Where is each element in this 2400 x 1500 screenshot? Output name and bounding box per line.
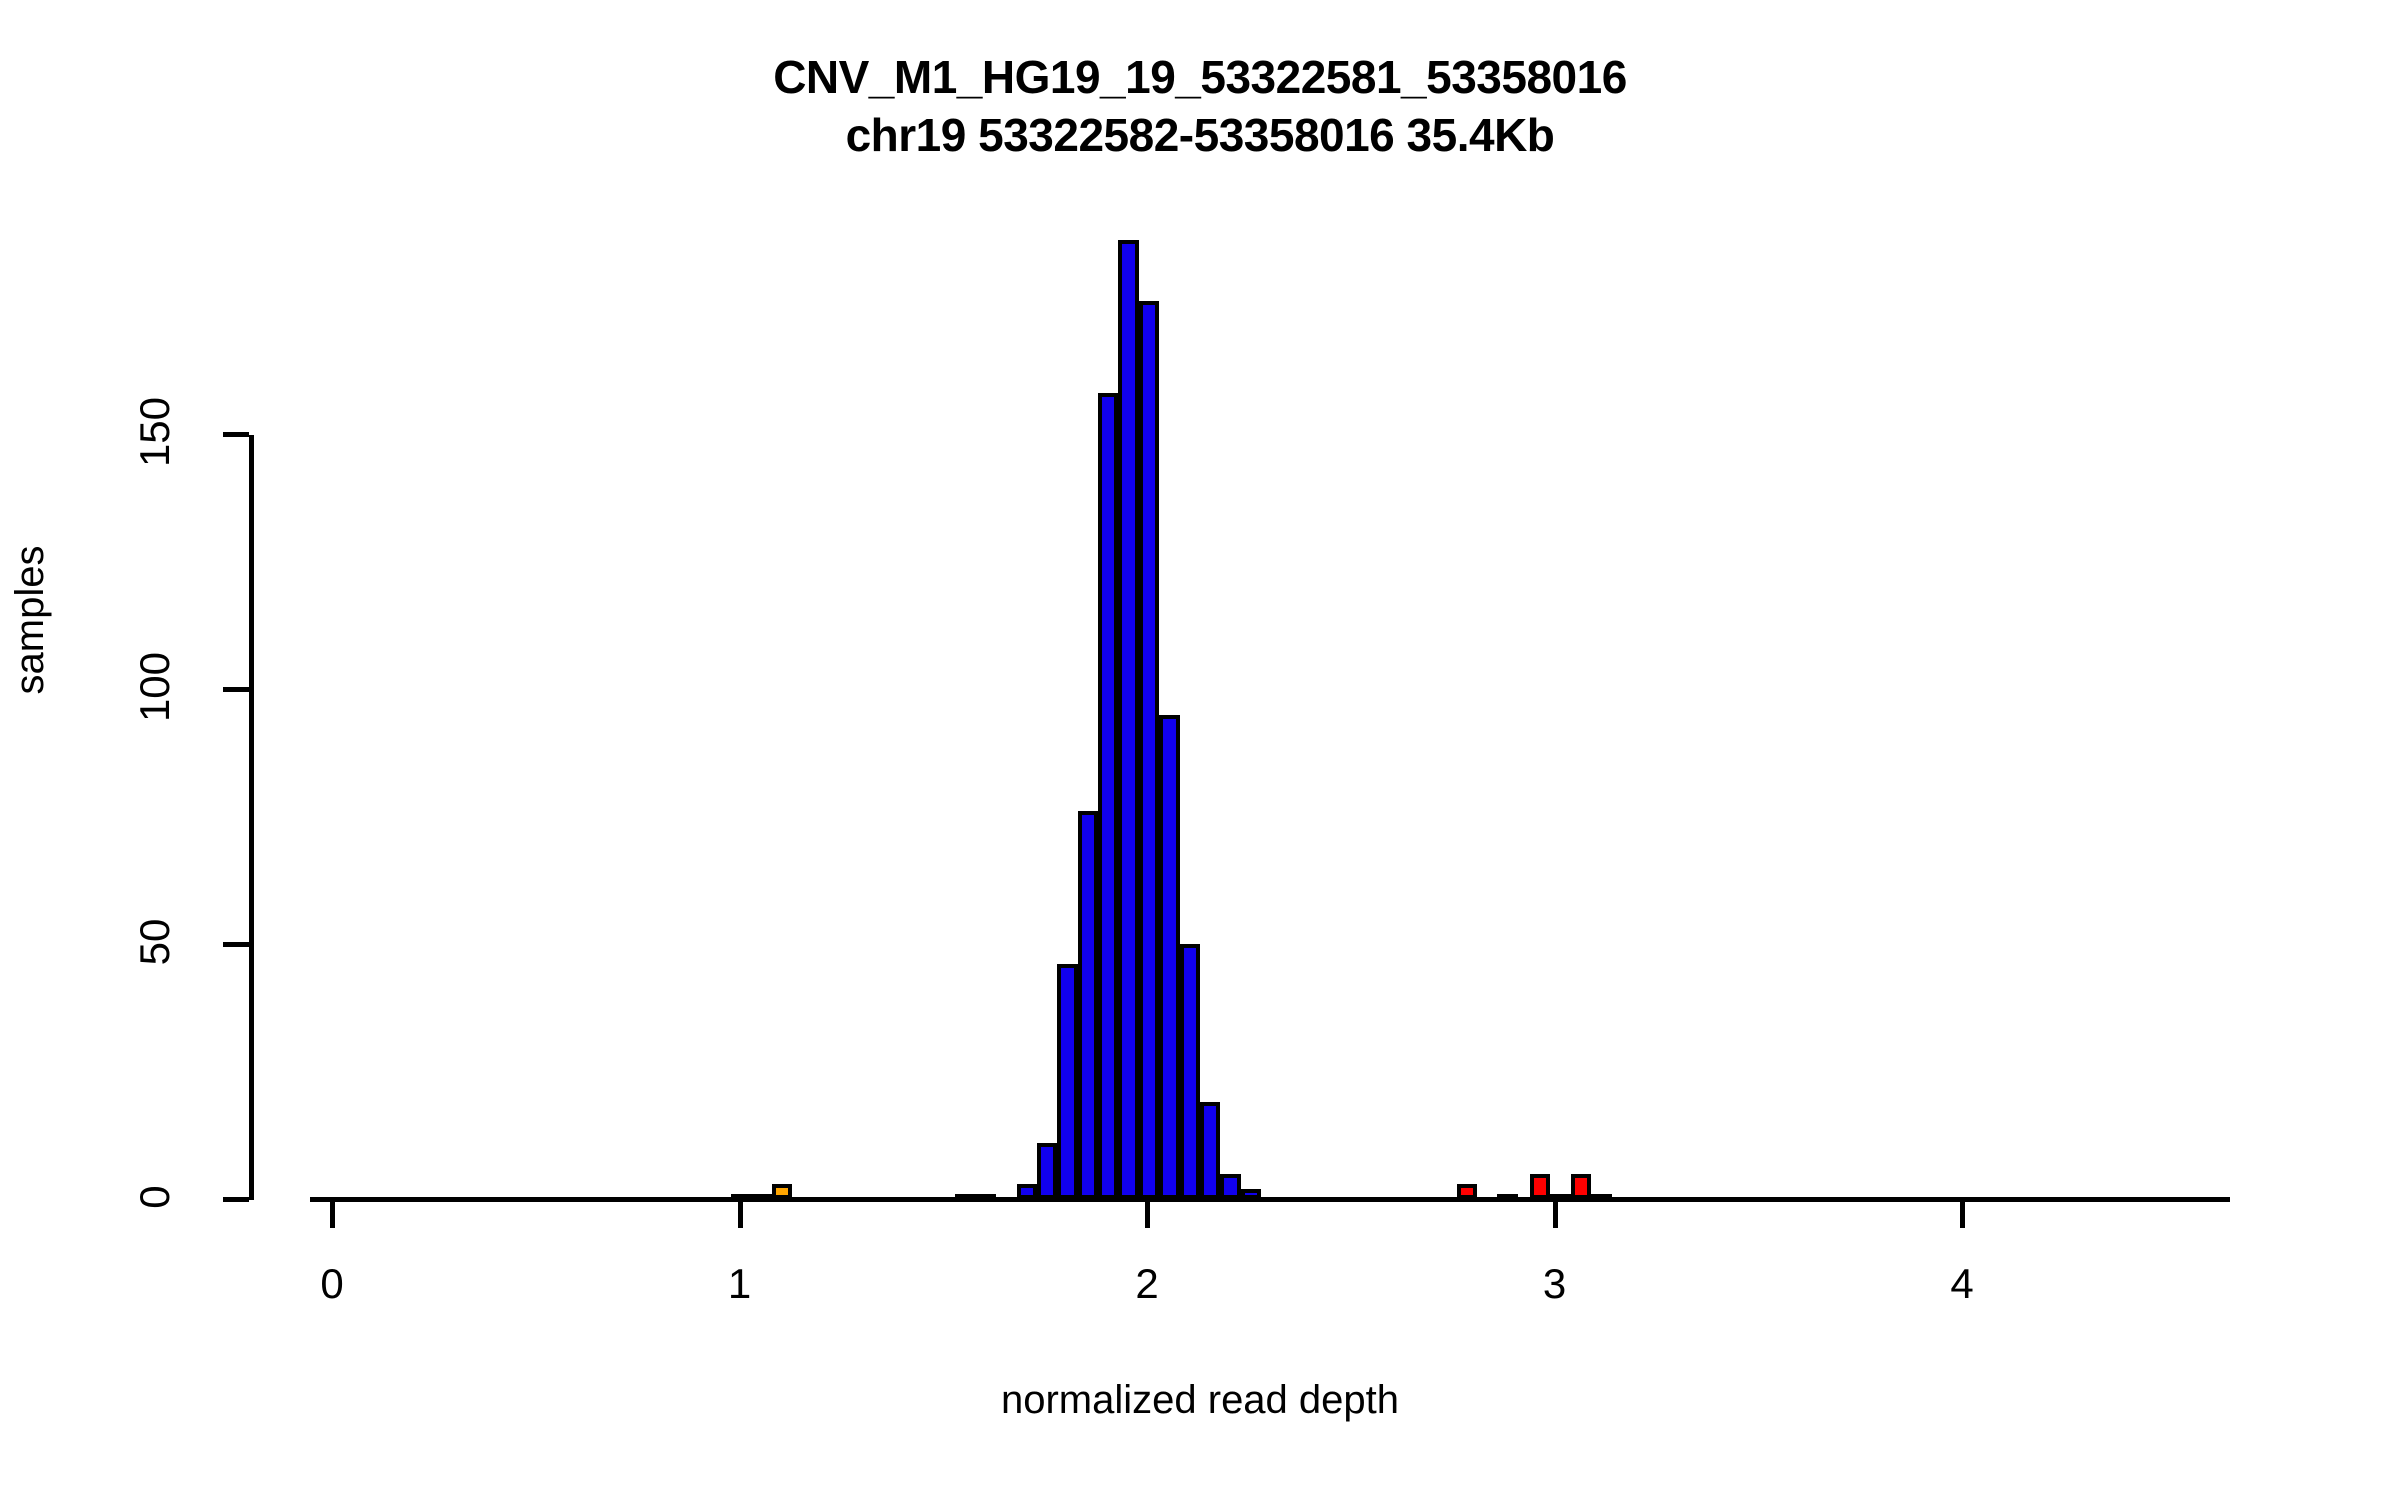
histogram-bar <box>1036 1142 1058 1199</box>
histogram-bar <box>1138 301 1160 1199</box>
x-axis-tick <box>737 1202 743 1228</box>
x-axis-tick-label: 1 <box>727 1260 752 1307</box>
x-axis-tick <box>1960 1202 1965 1228</box>
x-axis-tick-label: 3 <box>1542 1260 1567 1307</box>
x-axis-tick-label: 2 <box>1135 1260 1159 1307</box>
y-axis-tick-label: 150 <box>131 396 178 468</box>
histogram-bar <box>1077 811 1099 1199</box>
y-axis-tick-label: 50 <box>131 918 178 966</box>
x-axis-title: normalized read depth <box>1000 1378 1400 1422</box>
chart-title: CNV_M1_HG19_19_53322581_53358016 chr19 5… <box>0 48 2400 164</box>
y-axis-tick-label: 0 <box>131 1185 178 1209</box>
histogram-bar <box>772 1183 793 1199</box>
histogram-bar <box>1057 964 1078 1199</box>
chart-title-line-2: chr19 53322582-53358016 35.4Kb <box>845 109 1555 161</box>
histogram-bar <box>1570 1173 1592 1199</box>
x-axis-tick <box>1145 1202 1150 1228</box>
y-axis-tick <box>223 687 249 692</box>
histogram-bar <box>1530 1173 1551 1199</box>
histogram-bar <box>1220 1173 1241 1199</box>
histogram-bar <box>1456 1183 1478 1199</box>
x-axis-tick <box>330 1202 335 1228</box>
x-axis-tick-label: 4 <box>1950 1260 1974 1307</box>
histogram-bar <box>1159 714 1180 1199</box>
histogram-bar <box>1098 393 1119 1199</box>
y-axis-line <box>249 435 254 1200</box>
histogram-bar <box>1199 1102 1221 1199</box>
histogram-bar <box>1240 1188 1262 1199</box>
y-axis-tick-label: 100 <box>131 651 178 723</box>
y-axis-tick <box>223 1197 249 1202</box>
histogram-bar <box>1016 1183 1037 1199</box>
x-axis-line <box>310 1197 2230 1202</box>
histogram-bar <box>1179 944 1200 1199</box>
y-axis-tick <box>223 432 249 437</box>
x-axis-tick <box>1552 1202 1558 1228</box>
x-axis-tick-label: 0 <box>320 1260 344 1307</box>
y-axis-tick <box>223 942 249 947</box>
histogram-bar <box>1118 240 1139 1199</box>
chart-title-line-1: CNV_M1_HG19_19_53322581_53358016 <box>773 51 1627 103</box>
